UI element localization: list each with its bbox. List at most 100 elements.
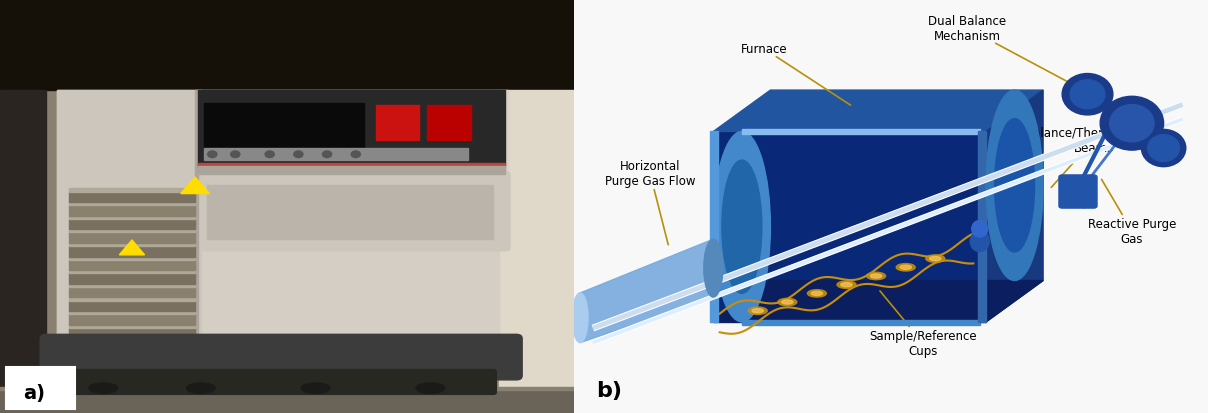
Bar [198,91,505,165]
Ellipse shape [1070,81,1105,109]
Bar [69,243,194,247]
FancyBboxPatch shape [57,91,499,347]
Ellipse shape [930,257,941,261]
Ellipse shape [778,299,797,306]
Ellipse shape [186,383,215,393]
Polygon shape [580,240,713,343]
Ellipse shape [782,300,792,304]
Circle shape [208,152,217,158]
Text: Balance/Thermocouple
Beams: Balance/Thermocouple Beams [1026,126,1162,188]
Polygon shape [713,132,986,322]
Ellipse shape [994,119,1034,252]
Bar [204,103,365,149]
Bar [207,186,493,240]
Circle shape [323,152,332,158]
Ellipse shape [1148,135,1179,162]
Ellipse shape [753,309,763,313]
Polygon shape [181,178,209,194]
Bar [742,129,980,134]
Bar [376,105,419,140]
Bar [69,219,194,230]
Bar [69,260,194,271]
Ellipse shape [416,383,445,393]
Ellipse shape [841,283,852,287]
Bar [198,164,505,167]
Bar [69,271,194,274]
Bar [69,284,194,287]
Bar [69,301,194,311]
Bar [69,233,194,243]
Polygon shape [713,91,1043,132]
FancyBboxPatch shape [40,335,522,380]
Bar [978,132,986,322]
Text: b): b) [596,380,622,400]
Ellipse shape [713,132,771,322]
Bar [69,189,194,192]
Ellipse shape [301,383,330,393]
Circle shape [294,152,303,158]
Bar [710,132,718,322]
Bar [194,91,198,347]
Ellipse shape [925,255,945,263]
Bar [69,328,194,339]
Bar [69,257,194,260]
Circle shape [231,152,240,158]
Text: Sample/Reference
Cups: Sample/Reference Cups [869,291,976,357]
Polygon shape [713,281,1043,322]
Text: Horizontal
Purge Gas Flow: Horizontal Purge Gas Flow [605,159,695,245]
Ellipse shape [971,221,988,237]
Bar [0,388,574,413]
Ellipse shape [1110,105,1154,142]
Ellipse shape [970,231,989,252]
Ellipse shape [1142,130,1186,167]
Circle shape [352,152,360,158]
FancyBboxPatch shape [1059,176,1097,209]
Bar [69,192,194,202]
Ellipse shape [807,290,826,297]
FancyBboxPatch shape [192,171,511,252]
Ellipse shape [1100,97,1163,151]
Text: a): a) [23,383,45,402]
Polygon shape [120,240,145,255]
Bar [198,167,505,174]
Bar [0,387,574,390]
Bar [69,325,194,328]
Bar [204,149,467,161]
Bar [0,91,46,392]
Ellipse shape [866,273,885,280]
Ellipse shape [573,293,588,343]
Bar [57,91,201,347]
Bar [0,0,574,91]
Text: Reactive Purge
Gas: Reactive Purge Gas [1087,180,1177,245]
Bar [69,206,194,216]
Ellipse shape [812,292,823,296]
Ellipse shape [748,307,767,315]
Bar [198,91,507,248]
Ellipse shape [1062,74,1113,116]
Bar [69,298,194,301]
Bar [69,247,194,257]
Bar [499,91,574,392]
Bar [69,230,194,233]
Ellipse shape [896,264,916,271]
Bar [69,202,194,206]
Text: Furnace: Furnace [741,43,850,106]
Bar [742,320,980,325]
Ellipse shape [871,274,882,278]
Bar [69,274,194,284]
Circle shape [265,152,274,158]
Ellipse shape [986,91,1043,281]
Ellipse shape [837,281,856,289]
FancyBboxPatch shape [66,370,496,394]
Bar [69,315,194,325]
Ellipse shape [89,383,117,393]
Polygon shape [986,91,1043,322]
Bar [69,311,194,315]
Bar [6,368,75,409]
Bar [69,216,194,219]
Bar [428,105,470,140]
Ellipse shape [900,266,911,270]
Text: Dual Balance
Mechanism: Dual Balance Mechanism [928,15,1104,102]
Ellipse shape [704,240,722,297]
Ellipse shape [722,161,762,294]
